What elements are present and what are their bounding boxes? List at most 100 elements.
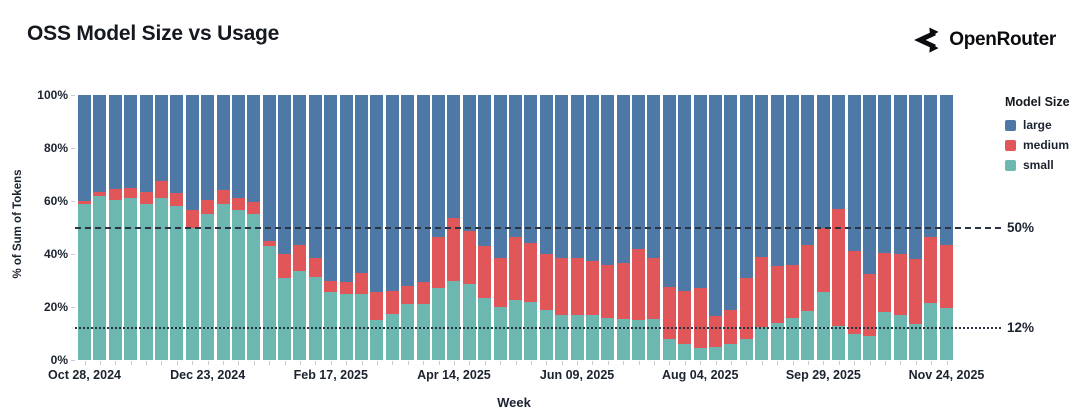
bar-segment-large <box>231 95 245 199</box>
x-tick-mark <box>700 361 702 365</box>
bar-segment-medium <box>124 187 138 199</box>
bar-segment-medium <box>524 243 538 302</box>
bar-segment-small <box>616 318 630 360</box>
bar-segment-small <box>278 277 292 360</box>
week-bar <box>293 95 307 360</box>
bar-segment-small <box>770 322 784 360</box>
bar-segment-medium <box>247 202 261 215</box>
y-tick-mark <box>71 201 75 202</box>
bar-segment-large <box>93 95 107 192</box>
bar-segment-large <box>632 95 646 249</box>
bar-segment-small <box>231 210 245 360</box>
bar-segment-large <box>170 95 184 194</box>
bar-segment-small <box>924 303 938 360</box>
x-tick-mark <box>438 361 440 365</box>
week-bar <box>385 95 399 360</box>
week-bar <box>416 95 430 360</box>
legend-item-medium[interactable]: medium <box>1005 138 1070 152</box>
bar-segment-medium <box>370 292 384 321</box>
x-tick-label: Nov 24, 2025 <box>908 368 985 382</box>
bar-segment-small <box>816 292 830 360</box>
x-tick-mark <box>115 361 117 365</box>
bar-segment-small <box>601 317 615 360</box>
legend-item-small[interactable]: small <box>1005 158 1070 172</box>
week-bar <box>508 95 522 360</box>
week-bar <box>339 95 353 360</box>
week-bar <box>170 95 184 360</box>
legend-item-large[interactable]: large <box>1005 118 1070 132</box>
bar-segment-medium <box>539 254 553 310</box>
bar-segment-small <box>462 284 476 360</box>
bar-segment-large <box>401 95 415 286</box>
legend-swatch-large <box>1005 119 1016 131</box>
bar-segment-large <box>893 95 907 255</box>
bar-segment-large <box>508 95 522 237</box>
week-bar <box>93 95 107 360</box>
x-tick-mark <box>515 361 517 365</box>
bar-segment-medium <box>585 260 599 315</box>
bar-segment-small <box>662 338 676 360</box>
week-bar <box>785 95 799 360</box>
bar-segment-medium <box>478 246 492 298</box>
bar-segment-large <box>785 95 799 265</box>
bar-segment-small <box>385 313 399 360</box>
bar-segment-small <box>878 312 892 360</box>
bar-segment-small <box>785 317 799 360</box>
bar-segment-small <box>324 292 338 360</box>
bar-segment-large <box>493 95 507 258</box>
week-bar <box>431 95 445 360</box>
week-bar <box>862 95 876 360</box>
bar-segment-medium <box>278 254 292 278</box>
openrouter-logo[interactable]: OpenRouter <box>910 25 1056 55</box>
bar-segment-medium <box>632 248 646 321</box>
week-bar <box>801 95 815 360</box>
bar-segment-large <box>616 95 630 264</box>
x-tick-mark <box>931 361 933 365</box>
week-bar <box>939 95 953 360</box>
x-tick-mark <box>807 361 809 365</box>
bar-segment-small <box>493 307 507 360</box>
bar-segment-small <box>216 203 230 360</box>
bar-segment-medium <box>201 199 215 215</box>
bar-segment-large <box>662 95 676 288</box>
x-tick-mark <box>607 361 609 365</box>
week-bar <box>739 95 753 360</box>
bar-segment-large <box>878 95 892 253</box>
week-bar <box>893 95 907 360</box>
week-bar <box>201 95 215 360</box>
x-tick-mark <box>161 361 163 365</box>
x-tick-mark <box>146 361 148 365</box>
bar-segment-small <box>693 348 707 360</box>
bar-segment-small <box>247 214 261 360</box>
bar-segment-small <box>293 271 307 360</box>
bar-segment-large <box>939 95 953 245</box>
bar-segment-small <box>108 199 122 360</box>
bar-segment-medium <box>678 291 692 345</box>
bar-segment-medium <box>816 227 830 293</box>
y-tick-label: 40% <box>43 247 68 261</box>
week-bar <box>216 95 230 360</box>
x-tick-mark <box>99 361 101 365</box>
bar-segment-large <box>647 95 661 258</box>
x-tick-mark <box>469 361 471 365</box>
x-tick-mark <box>854 361 856 365</box>
bar-segment-medium <box>647 258 661 319</box>
bar-segment-medium <box>262 240 276 247</box>
week-bar <box>462 95 476 360</box>
bar-segment-small <box>78 203 91 360</box>
bar-segment-large <box>108 95 122 190</box>
legend-label: small <box>1023 158 1054 172</box>
bar-segment-small <box>678 344 692 360</box>
week-bar <box>585 95 599 360</box>
week-bar <box>555 95 569 360</box>
bar-segment-medium <box>601 264 615 318</box>
bar-segment-medium <box>308 257 322 277</box>
x-tick-label: Sep 29, 2025 <box>785 368 861 382</box>
week-bar <box>124 95 138 360</box>
bar-segment-medium <box>785 264 799 318</box>
bar-segment-medium <box>170 193 184 207</box>
x-tick-mark <box>731 361 732 365</box>
bar-segment-medium <box>924 236 938 304</box>
bar-segment-small <box>585 314 599 360</box>
x-tick-mark <box>484 361 486 365</box>
